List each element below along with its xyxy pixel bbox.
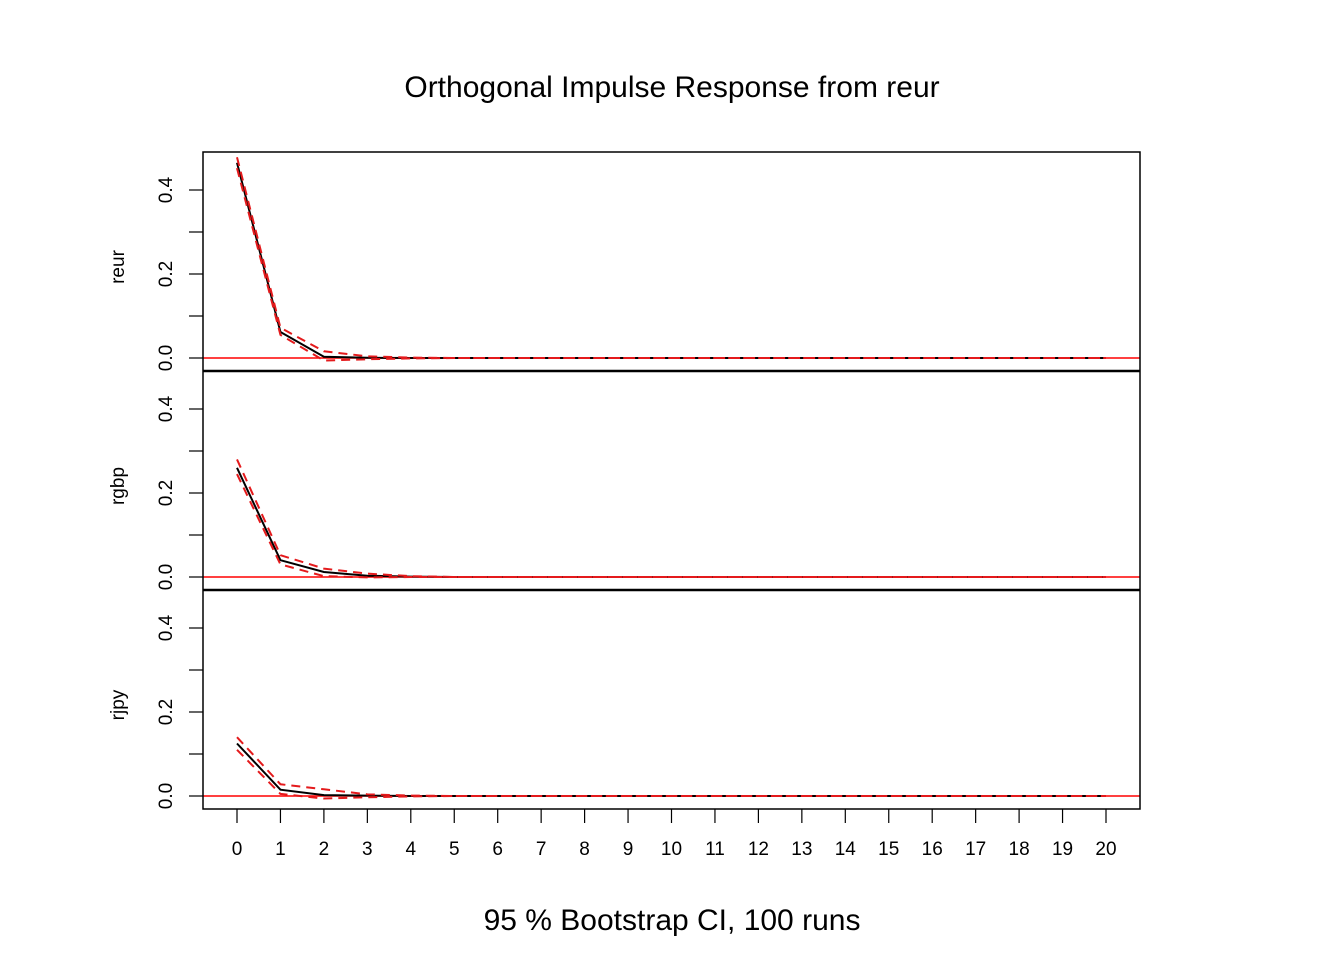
ci-line-reur-1 bbox=[236, 156, 1106, 359]
response-line-rjpy bbox=[236, 742, 1106, 797]
ci-line-reur-2 bbox=[236, 167, 1106, 362]
x-tick-label: 8 bbox=[579, 839, 590, 860]
x-tick-label: 9 bbox=[623, 839, 634, 860]
response-line-reur bbox=[236, 162, 1106, 359]
x-tick-label: 4 bbox=[406, 839, 417, 860]
panel-rjpy: 0.0 0.2 0.4 rjpy bbox=[108, 614, 1140, 809]
y-tick-label-reur: 0.0 bbox=[156, 345, 177, 371]
x-tick-label: 12 bbox=[748, 839, 769, 860]
y-tick-label-rjpy: 0.2 bbox=[156, 699, 177, 725]
panel-label-rgbp: rgbp bbox=[108, 467, 129, 505]
ci-line-rjpy-2 bbox=[236, 749, 1106, 800]
x-tick-label: 7 bbox=[536, 839, 547, 860]
plot-frame bbox=[202, 151, 1141, 810]
x-tick-label: 15 bbox=[878, 839, 899, 860]
x-tick-label: 11 bbox=[705, 839, 725, 860]
x-tick-label: 6 bbox=[492, 839, 503, 860]
y-tick-label-rjpy: 0.4 bbox=[156, 614, 177, 641]
x-tick-label: 20 bbox=[1095, 839, 1116, 860]
x-tick-label: 3 bbox=[362, 839, 373, 860]
plot-border bbox=[202, 151, 1141, 810]
y-tick-label-rjpy: 0.0 bbox=[156, 783, 177, 809]
ci-line-rgbp-2 bbox=[236, 473, 1106, 579]
x-axis: 0 1 2 3 4 5 6 7 8 9 10 11 12 13 14 15 16 17 18 19 20 bbox=[232, 809, 1117, 860]
x-tick-label: 1 bbox=[275, 839, 286, 860]
y-tick-label-rgbp: 0.4 bbox=[156, 395, 177, 422]
x-axis-label: 95 % Bootstrap CI, 100 runs bbox=[484, 904, 861, 937]
y-tick-label-reur: 0.2 bbox=[156, 261, 177, 287]
x-tick-label: 10 bbox=[661, 839, 682, 860]
x-tick-label: 0 bbox=[232, 839, 243, 860]
x-tick-label: 14 bbox=[835, 839, 857, 860]
ci-line-rgbp-1 bbox=[236, 458, 1106, 578]
x-tick-label: 5 bbox=[449, 839, 460, 860]
panel-label-rjpy: rjpy bbox=[108, 689, 129, 720]
x-tick-label: 19 bbox=[1052, 839, 1073, 860]
panel-rgbp: 0.0 0.2 0.4 rgbp bbox=[108, 395, 1140, 590]
x-tick-label: 2 bbox=[319, 839, 330, 860]
x-tick-label: 18 bbox=[1009, 839, 1030, 860]
panel-label-reur: reur bbox=[108, 249, 129, 283]
y-tick-label-rgbp: 0.2 bbox=[156, 480, 177, 506]
x-tick-label: 17 bbox=[965, 839, 986, 860]
x-tick-label: 13 bbox=[791, 839, 812, 860]
y-tick-label-rgbp: 0.0 bbox=[156, 564, 177, 590]
response-line-rgbp bbox=[236, 467, 1106, 578]
panels-layer: 0.0 0.2 0.4 reur 0.0 0.2 0.4 rgbp 0.0 0.2 0.4 rjpy bbox=[108, 151, 1141, 810]
x-tick-label: 16 bbox=[922, 839, 943, 860]
panel-reur: 0.0 0.2 0.4 reur bbox=[108, 156, 1140, 371]
chart-title: Orthogonal Impulse Response from reur bbox=[404, 71, 939, 104]
ci-line-rjpy-1 bbox=[236, 736, 1106, 797]
y-tick-label-reur: 0.4 bbox=[156, 176, 177, 203]
